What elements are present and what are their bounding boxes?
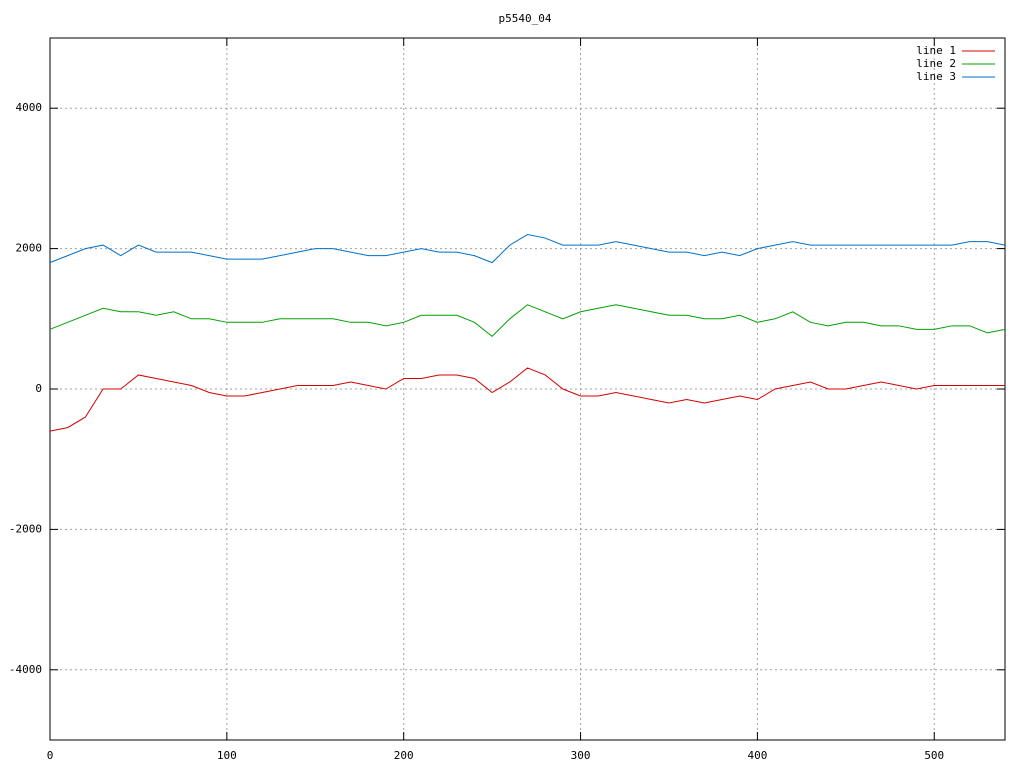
- y-tick-label: 4000: [16, 101, 43, 114]
- plot-border: [49, 37, 1006, 741]
- chart-title: p5540_04: [499, 12, 552, 25]
- y-tick-label: 0: [35, 382, 42, 395]
- x-tick-label: 300: [571, 749, 591, 762]
- x-tick-label: 400: [747, 749, 767, 762]
- legend-label: line 2: [916, 57, 956, 70]
- y-tick-label: -4000: [9, 663, 42, 676]
- x-tick-label: 500: [924, 749, 944, 762]
- data-line: [49, 234, 1006, 264]
- legend-label: line 1: [916, 44, 956, 57]
- data-line: [49, 304, 1006, 338]
- x-tick-label: 200: [394, 749, 414, 762]
- x-tick-label: 0: [47, 749, 54, 762]
- legend-label: line 3: [916, 70, 956, 83]
- y-tick-label: 2000: [16, 242, 43, 255]
- x-tick-label: 100: [217, 749, 237, 762]
- y-tick-label: -2000: [9, 522, 42, 535]
- data-line: [49, 367, 1005, 432]
